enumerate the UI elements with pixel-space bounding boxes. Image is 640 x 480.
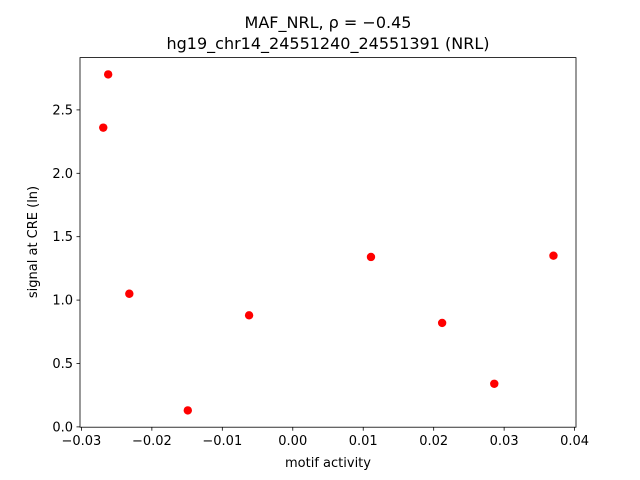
x-tick-label: 0.01 bbox=[349, 434, 378, 449]
x-axis-label: motif activity bbox=[285, 456, 371, 471]
x-tick-label: −0.03 bbox=[61, 434, 101, 449]
chart-title: MAF_NRL, ρ = −0.45 bbox=[245, 13, 412, 33]
y-tick-label: 1.5 bbox=[52, 230, 73, 245]
y-tick-label: 0.0 bbox=[52, 420, 73, 435]
chart-subtitle: hg19_chr14_24551240_24551391 (NRL) bbox=[167, 34, 490, 54]
x-tick-label: 0.02 bbox=[419, 434, 448, 449]
y-tick-label: 2.5 bbox=[52, 103, 73, 118]
point bbox=[490, 379, 499, 388]
y-axis-label: signal at CRE (ln) bbox=[26, 186, 41, 298]
x-tick-label: −0.02 bbox=[132, 434, 172, 449]
x-tick-label: 0.03 bbox=[490, 434, 519, 449]
y-tick-label: 0.5 bbox=[52, 357, 73, 372]
point bbox=[437, 318, 447, 328]
point bbox=[103, 70, 113, 79]
x-tick-label: 0.00 bbox=[278, 434, 307, 449]
point bbox=[549, 251, 558, 260]
point bbox=[125, 289, 134, 298]
y-tick-label: 1.0 bbox=[52, 294, 73, 309]
x-tick-label: −0.01 bbox=[202, 434, 242, 449]
y-tick-label: 2.0 bbox=[52, 167, 73, 182]
point bbox=[244, 311, 254, 320]
plot-frame bbox=[79, 57, 577, 428]
x-tick-label: 0.04 bbox=[560, 434, 589, 449]
point bbox=[99, 123, 108, 132]
point bbox=[366, 252, 376, 262]
point bbox=[183, 406, 192, 415]
